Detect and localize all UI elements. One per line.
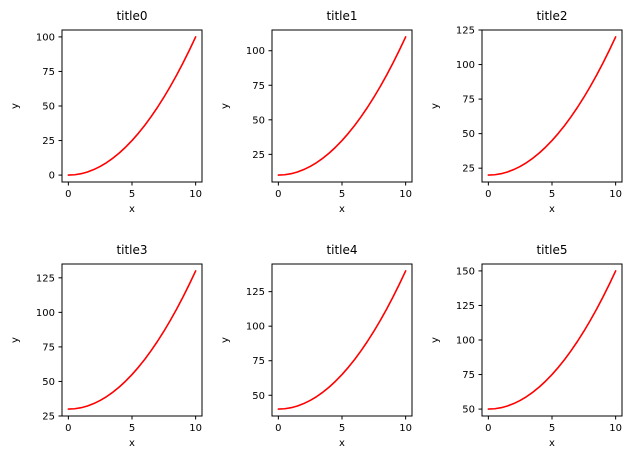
y-tick-label: 75 [252,356,265,367]
y-tick-label: 100 [246,46,265,57]
y-tick-label: 75 [252,81,265,92]
x-axis-label: x [339,438,345,449]
x-tick-label: 0 [65,423,71,434]
subplot-canvas-1: title1 0 5 10 25 50 75 100 x y [220,9,413,215]
subplot-4: title4 0 5 10 50 75 100 125 x y [210,234,420,468]
axes-box [61,263,203,417]
curve [277,270,407,410]
axes-box [481,263,623,417]
y-tick-label: 100 [246,322,265,333]
y-tick-label: 100 [456,336,475,347]
y-tick-label: 50 [252,115,265,126]
x-tick-label: 10 [399,189,412,200]
y-axis-label: y [10,337,21,343]
subplot-canvas-4: title4 0 5 10 50 75 100 125 x y [220,243,413,449]
curve [67,36,197,176]
y-tick-label: 50 [252,391,265,402]
x-tick-label: 10 [609,189,622,200]
axes-box [271,29,413,183]
x-tick-label: 10 [189,189,202,200]
subplot-title: title3 [116,243,147,257]
y-tick-label: 150 [456,266,475,277]
y-tick-label: 50 [462,129,475,140]
y-tick-label: 0 [49,171,55,182]
x-tick-label: 0 [485,423,491,434]
subplot-title: title2 [536,9,567,23]
subplot-0: title0 0 5 10 0 25 50 75 100 x y [0,0,210,234]
x-tick-label: 5 [549,189,555,200]
y-tick-label: 50 [42,377,55,388]
y-tick-label: 75 [462,370,475,381]
y-tick-label: 75 [42,67,55,78]
y-tick-label: 25 [252,150,265,161]
y-tick-label: 125 [36,273,55,284]
y-tick-label: 25 [42,136,55,147]
y-tick-label: 125 [456,301,475,312]
curve [67,270,197,410]
subplot-title: title1 [326,9,357,23]
subplot-canvas-5: title5 0 5 10 50 75 100 125 150 x y [430,243,623,449]
x-tick-label: 5 [129,189,135,200]
x-axis-label: x [549,438,555,449]
curve [487,270,617,410]
subplot-title: title4 [326,243,357,257]
y-tick-label: 75 [462,95,475,106]
subplot-5: title5 0 5 10 50 75 100 125 150 x y [420,234,630,468]
y-tick-label: 125 [246,287,265,298]
x-tick-label: 0 [485,189,491,200]
x-axis-label: x [129,438,135,449]
axes-box [481,29,623,183]
y-tick-label: 75 [42,342,55,353]
subplot-2: title2 0 5 10 25 50 75 100 125 x y [420,0,630,234]
x-tick-label: 10 [399,423,412,434]
x-tick-label: 0 [275,423,281,434]
x-tick-label: 5 [129,423,135,434]
subplot-title: title0 [116,9,147,23]
y-tick-label: 25 [42,412,55,423]
y-axis-label: y [220,337,231,343]
y-tick-label: 50 [462,405,475,416]
x-tick-label: 0 [65,189,71,200]
subplot-title: title5 [536,243,567,257]
axes-box [61,29,203,183]
subplot-canvas-2: title2 0 5 10 25 50 75 100 125 x y [430,9,623,215]
y-tick-label: 100 [36,308,55,319]
x-tick-label: 5 [549,423,555,434]
x-tick-label: 10 [609,423,622,434]
y-tick-label: 25 [462,164,475,175]
y-tick-label: 50 [42,102,55,113]
x-tick-label: 5 [339,423,345,434]
x-tick-label: 5 [339,189,345,200]
y-tick-label: 125 [456,26,475,37]
subplot-1: title1 0 5 10 25 50 75 100 x y [210,0,420,234]
x-axis-label: x [339,204,345,215]
x-tick-label: 10 [189,423,202,434]
x-axis-label: x [549,204,555,215]
curve [487,36,617,176]
curve [277,36,407,176]
y-tick-label: 100 [456,60,475,71]
y-axis-label: y [10,103,21,109]
x-axis-label: x [129,204,135,215]
subplot-canvas-3: title3 0 5 10 25 50 75 100 125 x y [10,243,203,449]
axes-box [271,263,413,417]
subplot-3: title3 0 5 10 25 50 75 100 125 x y [0,234,210,468]
x-tick-label: 0 [275,189,281,200]
y-axis-label: y [430,103,441,109]
y-axis-label: y [430,337,441,343]
y-tick-label: 100 [36,32,55,43]
y-axis-label: y [220,103,231,109]
